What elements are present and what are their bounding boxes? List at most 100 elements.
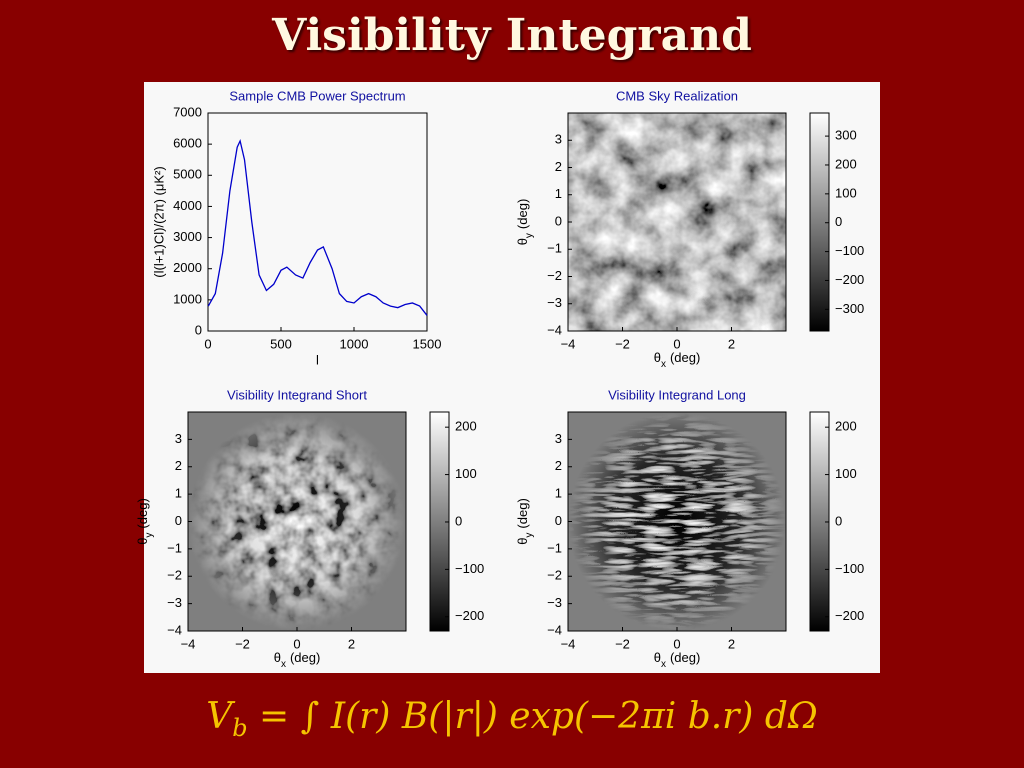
chart-title: Visibility Integrand Long (608, 387, 746, 402)
colorbar-tick-label: 200 (455, 419, 477, 434)
y-tick-label: −4 (547, 322, 562, 337)
y-tick-label: 3 (175, 431, 182, 446)
y-tick-label: 3 (555, 132, 562, 147)
y-tick-label: −3 (167, 595, 182, 610)
y-tick-label: 3 (555, 431, 562, 446)
y-tick-label: −3 (547, 295, 562, 310)
y-tick-label: 0 (555, 213, 562, 228)
x-tick-label: 0 (293, 636, 300, 651)
chart-title: Visibility Integrand Short (227, 387, 367, 402)
axis-symbol: θ (515, 538, 530, 545)
x-tick-label: 2 (728, 336, 735, 351)
y-tick-label: 0 (195, 322, 202, 337)
axis-symbol: θ (654, 350, 661, 365)
axis-unit: (deg) (515, 498, 530, 528)
x-tick-label: 2 (348, 636, 355, 651)
axis-subscript: y (144, 533, 155, 538)
chart-title: CMB Sky Realization (616, 88, 738, 103)
axis-label: θx (deg) (654, 350, 701, 370)
x-tick-label: 1000 (340, 336, 369, 351)
y-tick-label: −3 (547, 595, 562, 610)
axis-symbol: θ (135, 538, 150, 545)
x-tick-label: 500 (270, 336, 292, 351)
colorbar-tick-label: −100 (455, 561, 484, 576)
axis-unit: (deg) (670, 350, 700, 365)
y-tick-label: 6000 (173, 136, 202, 151)
y-tick-label: −4 (547, 622, 562, 637)
colorbar-tick-label: 100 (455, 466, 477, 481)
axis-symbol: θ (274, 650, 281, 665)
axes-frame (567, 411, 787, 632)
y-tick-label: 2 (175, 458, 182, 473)
x-tick-label: −4 (561, 336, 576, 351)
y-tick-label: −1 (547, 540, 562, 555)
heatmap-image (568, 113, 786, 331)
x-tick-label: −4 (561, 636, 576, 651)
formula: Vb = ∫ I(r) B(|r|) exp(−2πi b.r) dΩ (0, 696, 1024, 742)
colorbar-tick-label: 0 (835, 214, 842, 229)
axis-unit: (deg) (290, 650, 320, 665)
colorbar-tick-label: 200 (835, 419, 857, 434)
y-tick-label: −4 (167, 622, 182, 637)
heatmap-image (188, 412, 406, 631)
formula-rhs: I(r) B(|r|) exp(−2πi b.r) dΩ (330, 696, 818, 737)
axis-unit: (deg) (515, 199, 530, 229)
axis-label: θy (deg) (135, 498, 155, 545)
y-tick-label: 4000 (173, 198, 202, 213)
x-axis-label: l (316, 352, 319, 367)
axis-subscript: y (524, 533, 535, 538)
x-tick-label: −2 (615, 336, 630, 351)
y-tick-label: 0 (175, 513, 182, 528)
y-tick-label: 0 (555, 513, 562, 528)
y-tick-label: −2 (547, 268, 562, 283)
formula-int: ∫ (300, 696, 320, 737)
x-tick-label: 0 (673, 636, 680, 651)
axes-frame (207, 112, 428, 332)
colorbar-tick-label: −100 (835, 243, 864, 258)
colorbar-tick-label: 0 (455, 513, 462, 528)
colorbar-tick-label: 300 (835, 128, 857, 143)
y-tick-label: −1 (547, 241, 562, 256)
heatmap-image (568, 412, 786, 631)
y-tick-label: 1 (555, 486, 562, 501)
colorbar-tick-label: 200 (835, 156, 857, 171)
x-tick-label: 2 (728, 636, 735, 651)
axis-subscript: x (661, 359, 666, 370)
axes-frame (187, 411, 407, 632)
colorbar-tick-label: −200 (835, 608, 864, 623)
colorbar-tick-label: −300 (835, 301, 864, 316)
axes-frame (567, 112, 787, 332)
colorbar-tick-label: −200 (835, 272, 864, 287)
colorbar-tick-label: 100 (835, 466, 857, 481)
axis-symbol: θ (515, 238, 530, 245)
x-tick-label: 0 (204, 336, 211, 351)
axis-subscript: x (661, 659, 666, 670)
y-tick-label: 2 (555, 458, 562, 473)
colorbar-tick-label: −200 (455, 608, 484, 623)
axis-label: θy (deg) (515, 199, 535, 246)
axis-label: θx (deg) (654, 650, 701, 670)
axis-subscript: y (524, 233, 535, 238)
axis-label: θy (deg) (515, 498, 535, 545)
colorbar-tick-label: 100 (835, 185, 857, 200)
y-tick-label: 5000 (173, 167, 202, 182)
y-tick-label: 1000 (173, 291, 202, 306)
y-tick-label: 2 (555, 159, 562, 174)
formula-eq: = (259, 696, 290, 737)
axis-unit: (deg) (670, 650, 700, 665)
y-tick-label: 3000 (173, 229, 202, 244)
axis-subscript: x (281, 659, 286, 670)
x-tick-label: −4 (181, 636, 196, 651)
axis-unit: (deg) (135, 498, 150, 528)
x-tick-label: −2 (615, 636, 630, 651)
colorbar-tick-label: 0 (835, 513, 842, 528)
formula-lhs: V (206, 696, 233, 737)
y-tick-label: 1 (175, 486, 182, 501)
y-tick-label: 1 (555, 186, 562, 201)
colorbar-tick-label: −100 (835, 561, 864, 576)
x-tick-label: 1500 (413, 336, 442, 351)
y-tick-label: 7000 (173, 104, 202, 119)
y-axis-label: (l(l+1)Cl)/(2π) (μK²) (151, 166, 166, 277)
